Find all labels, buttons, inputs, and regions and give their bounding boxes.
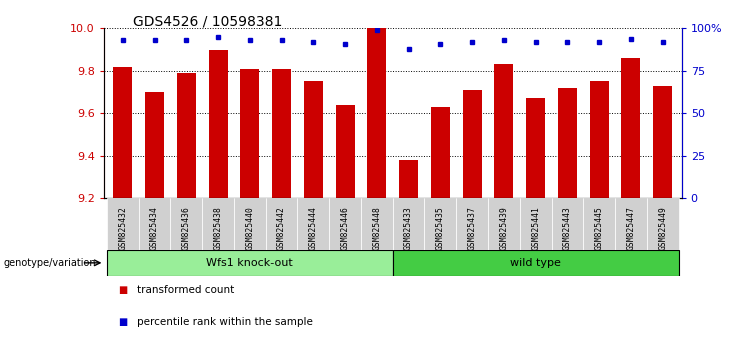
Bar bbox=[488, 198, 519, 250]
Text: GSM825441: GSM825441 bbox=[531, 206, 540, 250]
Text: GSM825445: GSM825445 bbox=[594, 206, 604, 250]
Bar bbox=[139, 198, 170, 250]
Bar bbox=[272, 69, 291, 198]
Bar bbox=[393, 198, 425, 250]
Bar bbox=[208, 50, 227, 198]
Bar bbox=[590, 81, 608, 198]
Text: GSM825446: GSM825446 bbox=[341, 206, 350, 250]
Text: GDS4526 / 10598381: GDS4526 / 10598381 bbox=[133, 14, 283, 28]
Bar bbox=[551, 198, 583, 250]
Text: percentile rank within the sample: percentile rank within the sample bbox=[137, 317, 313, 327]
Bar bbox=[107, 250, 393, 276]
Text: GSM825443: GSM825443 bbox=[563, 206, 572, 250]
Bar bbox=[170, 198, 202, 250]
Bar bbox=[425, 198, 456, 250]
Text: ■: ■ bbox=[119, 285, 127, 295]
Bar bbox=[107, 198, 139, 250]
Bar bbox=[361, 198, 393, 250]
Text: GSM825432: GSM825432 bbox=[119, 206, 127, 250]
Bar bbox=[393, 250, 679, 276]
Bar bbox=[177, 73, 196, 198]
Bar bbox=[329, 198, 361, 250]
Bar bbox=[558, 88, 577, 198]
Bar bbox=[368, 28, 386, 198]
Text: GSM825436: GSM825436 bbox=[182, 206, 191, 250]
Text: Wfs1 knock-out: Wfs1 knock-out bbox=[207, 258, 293, 268]
Text: GSM825447: GSM825447 bbox=[626, 206, 636, 250]
Bar bbox=[336, 105, 355, 198]
Text: wild type: wild type bbox=[511, 258, 561, 268]
Text: GSM825433: GSM825433 bbox=[404, 206, 413, 250]
Text: GSM825434: GSM825434 bbox=[150, 206, 159, 250]
Text: genotype/variation: genotype/variation bbox=[4, 258, 96, 268]
Text: transformed count: transformed count bbox=[137, 285, 234, 295]
Text: GSM825437: GSM825437 bbox=[468, 206, 476, 250]
Text: GSM825448: GSM825448 bbox=[372, 206, 382, 250]
Bar bbox=[297, 198, 329, 250]
Bar bbox=[462, 90, 482, 198]
Bar bbox=[526, 98, 545, 198]
Text: GSM825438: GSM825438 bbox=[213, 206, 222, 250]
Bar bbox=[519, 198, 551, 250]
Bar bbox=[583, 198, 615, 250]
Text: GSM825444: GSM825444 bbox=[309, 206, 318, 250]
Bar bbox=[456, 198, 488, 250]
Bar bbox=[145, 92, 164, 198]
Bar bbox=[494, 64, 514, 198]
Bar bbox=[113, 67, 133, 198]
Text: GSM825439: GSM825439 bbox=[499, 206, 508, 250]
Bar bbox=[653, 86, 672, 198]
Bar bbox=[647, 198, 679, 250]
Text: GSM825440: GSM825440 bbox=[245, 206, 254, 250]
Bar bbox=[240, 69, 259, 198]
Text: GSM825442: GSM825442 bbox=[277, 206, 286, 250]
Bar bbox=[615, 198, 647, 250]
Bar bbox=[266, 198, 297, 250]
Text: GSM825449: GSM825449 bbox=[658, 206, 667, 250]
Bar bbox=[399, 160, 418, 198]
Text: GSM825435: GSM825435 bbox=[436, 206, 445, 250]
Bar bbox=[202, 198, 234, 250]
Bar bbox=[234, 198, 266, 250]
Bar bbox=[431, 107, 450, 198]
Text: ■: ■ bbox=[119, 317, 127, 327]
Bar bbox=[304, 81, 323, 198]
Bar bbox=[622, 58, 640, 198]
